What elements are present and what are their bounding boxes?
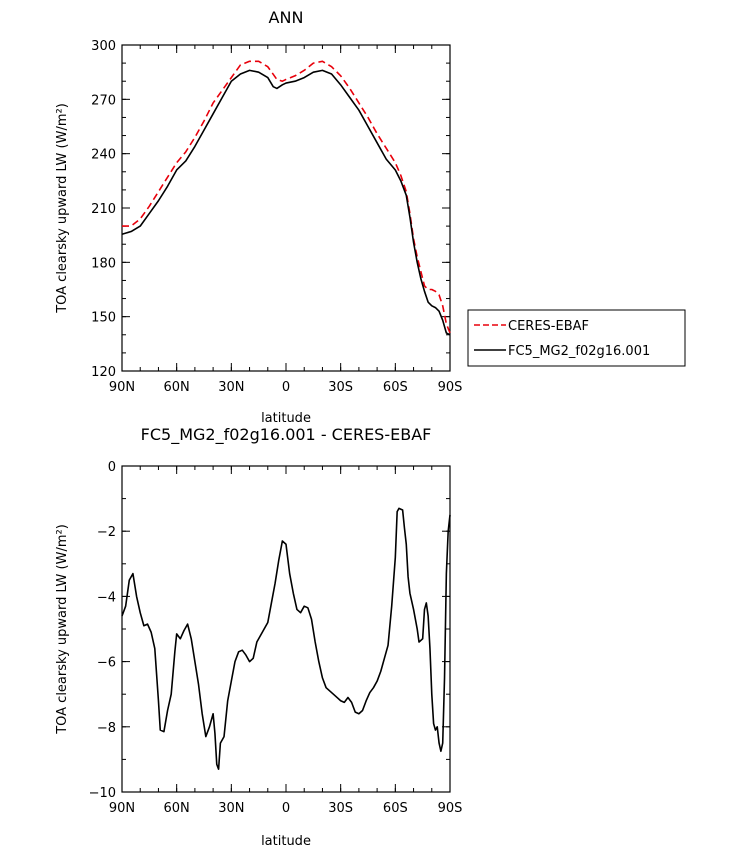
upper-x-ticks: 90N 60N 30N 0 30S 60S 90S (109, 45, 463, 395)
legend-box (467, 309, 686, 367)
upper-x-tick-label: 90S (438, 380, 463, 395)
upper-series-line-1 (121, 69, 451, 336)
lower-y-tick-label: 0 (108, 460, 116, 475)
upper-x-tick-label: 0 (282, 380, 290, 395)
upper-y-tick-label: 240 (91, 148, 116, 163)
lower-y-axis-label: TOA clearsky upward LW (W/m²) (55, 524, 70, 735)
lower-series-line-0 (121, 507, 451, 770)
legend: CERES-EBAF FC5_MG2_f02g16.001 (467, 309, 686, 367)
upper-x-tick-label: 90N (109, 380, 135, 395)
upper-x-tick-label: 30N (218, 380, 244, 395)
lower-x-tick-label: 30S (328, 801, 353, 816)
upper-x-tick-label: 30S (328, 380, 353, 395)
lower-x-axis-label: latitude (261, 834, 311, 849)
lower-series-lines (121, 507, 451, 770)
lower-x-tick-label: 30N (218, 801, 244, 816)
lower-x-tick-label: 60S (383, 801, 408, 816)
upper-y-tick-label: 300 (91, 39, 116, 54)
upper-x-tick-label: 60S (383, 380, 408, 395)
lower-x-tick-label: 90S (438, 801, 463, 816)
lower-y-tick-label: −2 (97, 525, 116, 540)
lower-x-tick-label: 60N (164, 801, 190, 816)
upper-panel-title: ANN (269, 8, 304, 27)
legend-label-ceres-ebaf: CERES-EBAF (508, 319, 589, 334)
legend-label-fc5-mg2: FC5_MG2_f02g16.001 (508, 344, 650, 359)
upper-y-tick-label: 180 (91, 256, 116, 271)
lower-y-tick-label: −4 (97, 590, 116, 605)
lower-panel-title: FC5_MG2_f02g16.001 - CERES-EBAF (141, 425, 432, 445)
upper-panel: ANN 90N 60N 30N 0 30S 60S 90S 120 150 180 210 240 2… (55, 8, 462, 426)
upper-y-ticks: 120 150 180 210 240 270 300 (91, 39, 450, 380)
lower-y-tick-label: −8 (97, 721, 116, 736)
lower-x-tick-label: 0 (282, 801, 290, 816)
lower-x-tick-label: 90N (109, 801, 135, 816)
upper-x-axis-label: latitude (261, 411, 311, 426)
upper-series-line-0 (122, 60, 451, 334)
upper-series-lines (121, 60, 451, 336)
upper-x-tick-label: 60N (164, 380, 190, 395)
lower-plot-frame (121, 465, 451, 793)
upper-y-tick-label: 150 (91, 311, 116, 326)
lower-y-tick-label: −6 (97, 656, 116, 671)
lower-y-tick-label: −10 (89, 786, 116, 801)
lower-panel: FC5_MG2_f02g16.001 - CERES-EBAF 90N 60N 30… (55, 425, 462, 849)
upper-y-tick-label: 120 (91, 365, 116, 380)
lower-x-ticks: 90N 60N 30N 0 30S 60S 90S (109, 466, 463, 816)
upper-y-axis-label: TOA clearsky upward LW (W/m²) (55, 103, 70, 314)
upper-plot-frame (121, 44, 451, 372)
upper-y-tick-label: 270 (91, 93, 116, 108)
upper-y-tick-label: 210 (91, 202, 116, 217)
lower-y-ticks: −10 −8 −6 −4 −2 0 (89, 460, 450, 801)
